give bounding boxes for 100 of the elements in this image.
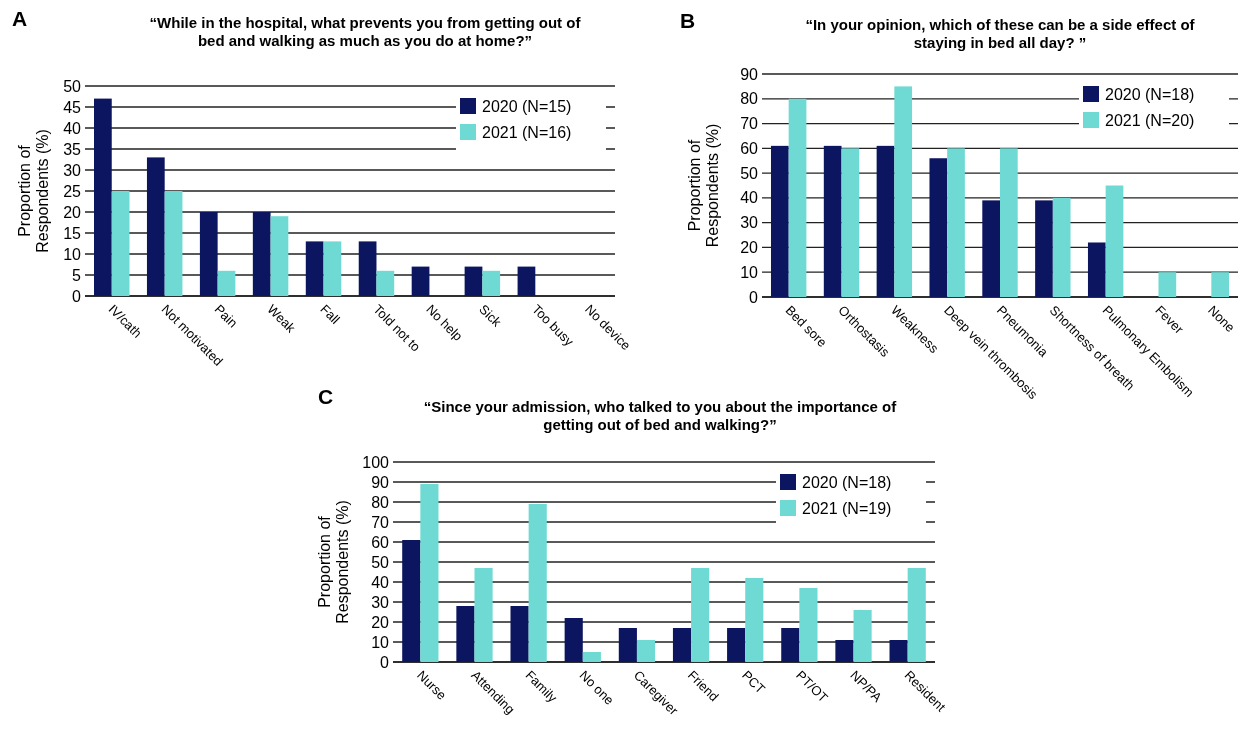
y-tick-label: 20 [63, 203, 82, 221]
bar [876, 145, 895, 297]
y-tick-label: 30 [63, 161, 82, 179]
bar [1035, 200, 1053, 297]
bar [894, 86, 913, 297]
bar [982, 200, 1000, 297]
bar [464, 266, 483, 296]
bar [564, 618, 583, 662]
x-tick-label: Sick [476, 301, 505, 330]
bar [853, 610, 872, 662]
y-tick-label: 10 [740, 263, 759, 281]
y-tick-label: 40 [63, 119, 82, 137]
y-tick-label: 90 [371, 473, 390, 491]
bar [672, 628, 692, 662]
y-axis-title: Proportion of Respondents (%) [316, 500, 351, 624]
bar [889, 640, 908, 662]
y-axis-title: Proportion of Respondents (%) [16, 129, 51, 253]
bar [146, 157, 165, 296]
bar [474, 568, 493, 662]
bar [727, 628, 746, 662]
chart-title: “In your opinion, which of these can be a side effect of staying in bed all day? ” [805, 16, 1196, 51]
y-tick-label: 60 [371, 533, 390, 551]
bar [929, 158, 948, 297]
bar [111, 191, 130, 296]
y-tick-label: 50 [740, 164, 759, 182]
y-tick-label: 30 [740, 214, 759, 232]
y-tick-label: 0 [72, 287, 82, 305]
y-tick-label: 70 [371, 513, 390, 531]
bar [517, 266, 536, 296]
y-tick-label: 5 [72, 266, 82, 284]
x-tick-label: Fall [317, 301, 343, 328]
bar [1052, 197, 1071, 297]
y-tick-label: 10 [63, 245, 82, 263]
text: B [680, 9, 696, 32]
y-tick-label: 90 [740, 65, 759, 83]
bar [217, 270, 236, 296]
legend-label: 2020 (N=18) [802, 473, 892, 491]
x-tick-label: Bed sore [782, 302, 830, 350]
y-axis-title: Proportion of Respondents (%) [686, 123, 721, 248]
bar [482, 270, 501, 296]
bar [1158, 272, 1177, 297]
bar [402, 540, 421, 662]
bar [358, 241, 377, 296]
bar [1000, 148, 1018, 297]
bar [411, 266, 430, 296]
chart-title: “Since your admission, who talked to you about the importance of getting out of bed and walking?” [423, 398, 898, 433]
y-tick-label: 0 [749, 288, 759, 306]
y-tick-label: 35 [63, 140, 82, 158]
bar [947, 148, 965, 297]
bar [164, 191, 183, 296]
bar [691, 568, 710, 662]
bar [94, 98, 112, 296]
bar [1105, 185, 1124, 297]
bar [582, 652, 601, 662]
legend-label: 2020 (N=18) [1105, 85, 1195, 103]
y-tick-label: 15 [63, 224, 82, 242]
bar [636, 640, 656, 662]
y-tick-label: 80 [371, 493, 390, 511]
y-tick-label: 0 [380, 653, 390, 671]
bar [618, 628, 637, 662]
bar [835, 640, 854, 662]
bar [270, 216, 289, 296]
y-tick-label: 50 [63, 77, 82, 95]
y-tick-label: 50 [371, 553, 390, 571]
chart-title: “While in the hospital, what prevents you from getting out of bed and walking as much as you do at home?” [149, 14, 582, 49]
bar [788, 98, 807, 297]
bar [799, 588, 818, 662]
x-tick-label: Told not to [370, 301, 424, 355]
bar [376, 270, 395, 296]
legend-label: 2021 (N=16) [482, 123, 572, 141]
y-tick-label: 20 [371, 613, 390, 631]
y-tick-label: 20 [740, 239, 759, 257]
bar [1211, 272, 1230, 297]
y-tick-label: 80 [740, 90, 759, 108]
x-tick-label: No one [576, 667, 617, 708]
legend-label: 2021 (N=20) [1105, 111, 1195, 129]
bar [907, 568, 926, 662]
bar [781, 628, 800, 662]
legend-label: 2021 (N=19) [802, 499, 892, 517]
y-tick-label: 70 [740, 115, 759, 133]
bar [199, 212, 218, 296]
legend-label: 2020 (N=15) [482, 97, 572, 115]
y-tick-label: 30 [371, 593, 390, 611]
bar [770, 145, 789, 297]
bar [456, 606, 475, 662]
bar [305, 241, 324, 296]
x-tick-label: PCT [739, 667, 769, 697]
bar [1087, 242, 1106, 297]
y-tick-label: 100 [362, 453, 390, 471]
bar [252, 212, 271, 296]
bar [823, 145, 842, 297]
bar [420, 484, 439, 662]
y-tick-label: 60 [740, 139, 759, 157]
text: C [318, 385, 334, 408]
y-tick-label: 25 [63, 182, 82, 200]
bar [528, 504, 547, 662]
bar [745, 578, 764, 662]
y-tick-label: 10 [371, 633, 390, 651]
y-tick-label: 40 [740, 189, 759, 207]
bar [323, 241, 342, 296]
